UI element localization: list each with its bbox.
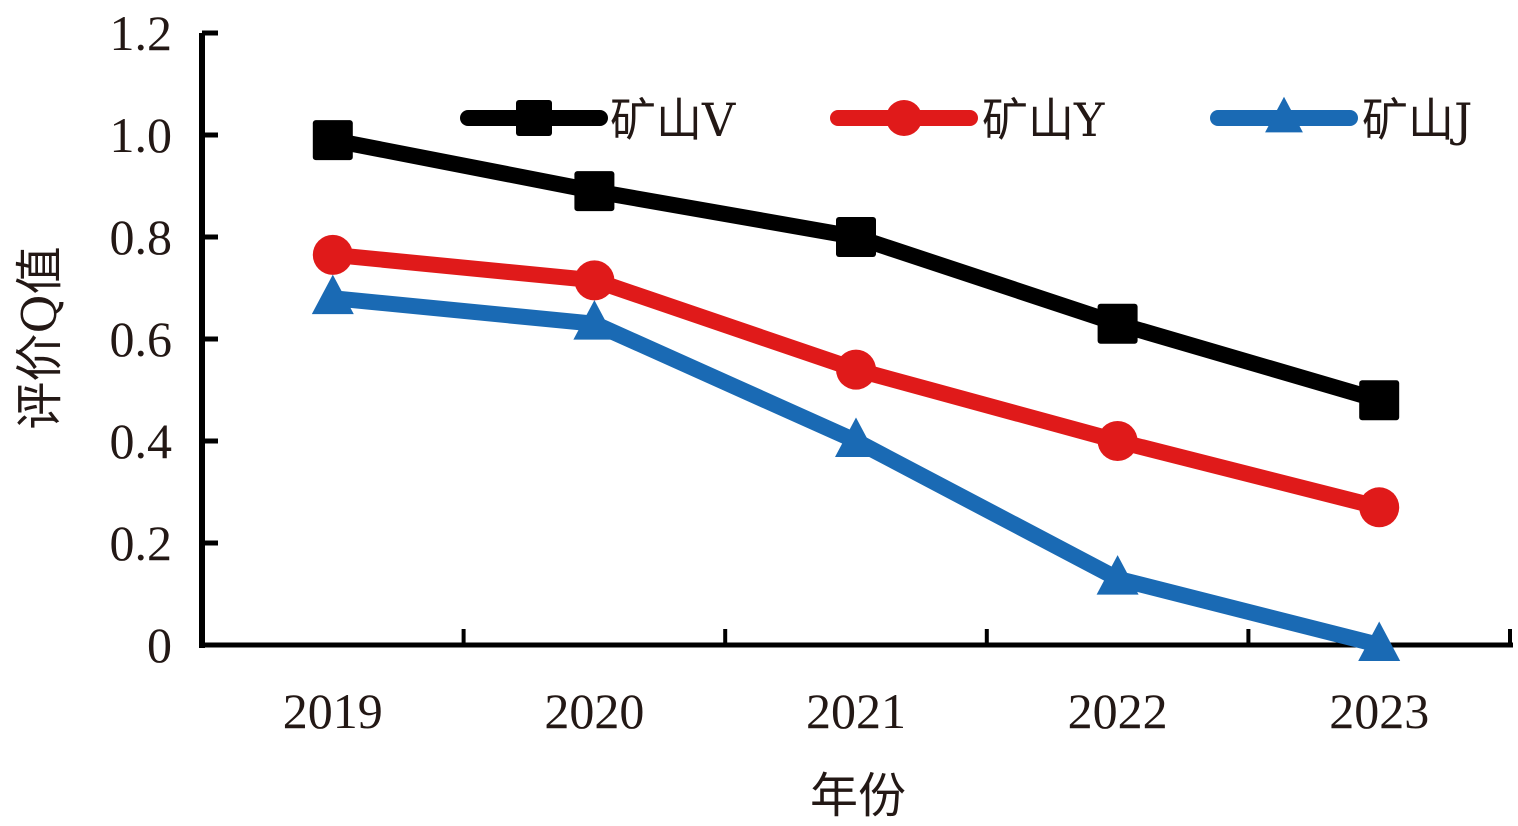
data-point	[574, 171, 615, 212]
y-tick-label: 0.2	[110, 515, 173, 571]
y-tick-label: 0.4	[110, 413, 173, 469]
data-point	[574, 260, 615, 301]
data-point	[1097, 421, 1138, 461]
x-tick-label: 2020	[544, 683, 644, 739]
data-point	[1096, 555, 1139, 595]
y-tick-label: 1.2	[110, 5, 173, 61]
x-tick-label: 2023	[1329, 683, 1429, 739]
x-tick-label: 2021	[806, 683, 906, 739]
data-point	[573, 300, 616, 340]
series-1	[312, 120, 1400, 421]
legend: 矿山V 矿山Y 矿山J	[460, 93, 1472, 147]
data-point	[835, 417, 877, 457]
x-tick-label: 2022	[1068, 683, 1168, 739]
y-tick-label: 1.0	[110, 107, 173, 163]
legend-label: 矿山J	[1362, 93, 1472, 147]
y-tick-label: 0.8	[110, 209, 173, 265]
legend-item: 矿山V	[460, 93, 736, 147]
y-axis-title: 评价Q值	[12, 246, 68, 429]
data-point	[1359, 380, 1400, 421]
legend-marker-triangle	[1265, 96, 1303, 133]
legend-marker-square	[516, 100, 552, 136]
y-axis-ticks: 0 0.2 0.4 0.6 0.8 1.0 1.2	[110, 5, 218, 673]
legend-label: 矿山V	[610, 93, 736, 147]
series-3	[311, 274, 1401, 661]
legend-item: 矿山J	[1210, 93, 1472, 147]
series-2	[312, 234, 1400, 528]
data-point	[312, 234, 353, 275]
legend-label: 矿山Y	[982, 93, 1105, 147]
y-tick-label: 0	[147, 617, 172, 673]
data-point	[311, 274, 354, 315]
x-tick-label: 2019	[283, 683, 383, 739]
x-axis-title: 年份	[810, 768, 906, 824]
y-tick-label: 0.6	[110, 311, 173, 367]
data-point	[1097, 303, 1138, 344]
data-point	[836, 349, 876, 390]
data-point	[1358, 621, 1401, 661]
data-point	[312, 120, 353, 161]
x-axis-ticks: 2019 2020 2021 2022 2023	[200, 629, 1512, 739]
data-point	[1359, 487, 1400, 528]
legend-item: 矿山Y	[830, 93, 1105, 147]
series-layer	[311, 120, 1401, 661]
legend-marker-circle	[886, 100, 922, 136]
data-point	[836, 217, 876, 257]
